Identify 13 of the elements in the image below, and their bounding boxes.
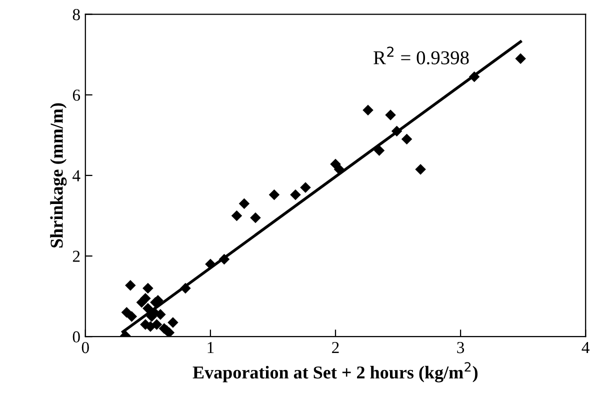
x-tick-label: 3 <box>457 342 464 354</box>
annotation: R$^{2}$ = 0.9398 <box>374 46 469 64</box>
y-tick-label: 8 <box>72 8 80 20</box>
y-tick-label: 6 <box>72 90 80 101</box>
x-tick-label: 1 <box>208 342 214 354</box>
y-axis-title: Shrinkage (mm/m) <box>50 103 67 248</box>
y-tick-label: 4 <box>72 170 80 182</box>
x-tick-label: 0 <box>82 342 89 354</box>
x-tick-label: 2 <box>332 342 339 354</box>
x-axis-title: Evaporation at Set + 2 hours (kg/m$^{2}$) <box>192 362 478 382</box>
x-tick-label: 4 <box>582 342 590 354</box>
y-tick-label: 2 <box>72 250 80 262</box>
y-tick-label: 0 <box>72 331 80 343</box>
